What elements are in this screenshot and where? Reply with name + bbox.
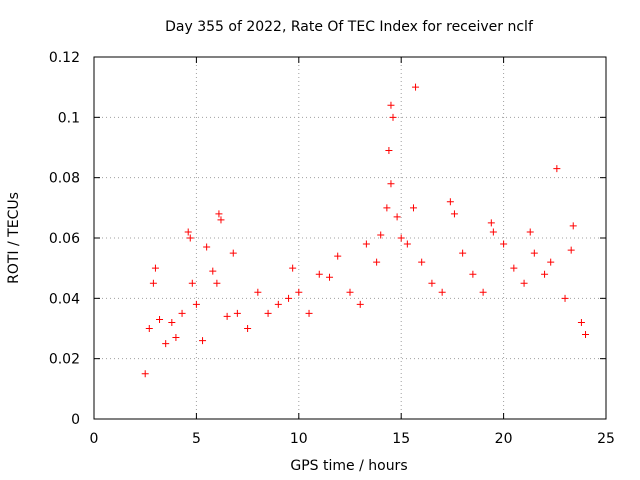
data-point — [577, 318, 585, 326]
y-tick-label: 0.12 — [49, 50, 80, 66]
data-point — [547, 258, 555, 266]
y-tick-labels: 0 0.02 0.04 0.06 0.08 0.1 0.12 — [49, 50, 80, 428]
data-point — [141, 370, 149, 378]
grid-lines — [94, 57, 606, 419]
x-tick-label: 0 — [90, 431, 99, 447]
data-point — [289, 264, 297, 272]
data-point — [274, 300, 282, 308]
data-point — [553, 165, 561, 173]
data-point — [215, 210, 223, 218]
data-point — [285, 294, 293, 302]
data-point — [346, 288, 354, 296]
data-point — [385, 147, 393, 155]
data-point — [209, 267, 217, 275]
data-point — [229, 249, 237, 257]
data-point — [172, 334, 180, 342]
data-point — [326, 273, 334, 281]
data-point — [520, 279, 528, 287]
data-point — [199, 337, 207, 345]
y-axis-label: ROTI / TECUs — [6, 192, 22, 284]
x-tick-label: 5 — [192, 431, 201, 447]
data-point — [409, 204, 417, 212]
data-point — [383, 204, 391, 212]
data-point — [223, 312, 231, 320]
data-point — [438, 288, 446, 296]
data-point — [446, 198, 454, 206]
data-point — [188, 279, 196, 287]
data-point — [469, 270, 477, 278]
x-tick-label: 10 — [290, 431, 308, 447]
x-tick-labels: 0 5 10 15 20 25 — [90, 431, 615, 447]
data-point — [569, 222, 577, 230]
data-point — [459, 249, 467, 257]
plot-frame — [93, 56, 607, 420]
data-point — [389, 113, 397, 121]
data-point — [377, 231, 385, 239]
plot-border — [93, 56, 607, 420]
data-point — [418, 258, 426, 266]
data-point — [403, 240, 411, 248]
data-point — [356, 300, 364, 308]
data-point — [387, 101, 395, 109]
data-point — [162, 340, 170, 348]
x-tick-label: 20 — [495, 431, 513, 447]
data-point — [184, 228, 192, 236]
data-point — [217, 216, 225, 224]
data-point — [450, 210, 458, 218]
data-point — [500, 240, 508, 248]
data-point — [487, 219, 495, 227]
data-point — [151, 264, 159, 272]
data-point — [213, 279, 221, 287]
data-point — [334, 252, 342, 260]
data-point — [541, 270, 549, 278]
data-point — [428, 279, 436, 287]
data-point — [561, 294, 569, 302]
data-point — [264, 309, 272, 317]
data-point — [145, 325, 153, 332]
data-point — [186, 234, 194, 242]
data-points — [141, 83, 590, 378]
data-point — [530, 249, 538, 257]
data-point — [510, 264, 518, 272]
data-point — [244, 325, 252, 332]
y-tick-label: 0.1 — [58, 110, 80, 126]
data-point — [373, 258, 381, 266]
y-tick-label: 0 — [71, 412, 80, 428]
data-point — [203, 243, 211, 251]
data-point — [156, 315, 164, 323]
x-axis-label: GPS time / hours — [290, 458, 407, 474]
y-tick-label: 0.08 — [49, 171, 80, 187]
data-point — [582, 331, 590, 339]
x-tick-label: 25 — [597, 431, 615, 447]
y-tick-label: 0.06 — [49, 231, 80, 247]
data-point — [412, 83, 420, 91]
data-point — [393, 213, 401, 221]
data-point — [397, 234, 405, 242]
data-point — [233, 309, 241, 317]
data-point — [489, 228, 497, 236]
data-point — [192, 300, 200, 308]
data-point — [295, 288, 303, 296]
x-tick-label: 15 — [392, 431, 410, 447]
chart-title: Day 355 of 2022, Rate Of TEC Index for r… — [165, 19, 534, 35]
data-point — [305, 309, 313, 317]
data-point — [315, 270, 323, 278]
data-point — [567, 246, 575, 254]
data-point — [254, 288, 262, 296]
data-point — [479, 288, 487, 296]
data-point — [178, 309, 186, 317]
data-point — [168, 318, 176, 326]
data-point — [149, 279, 157, 287]
y-tick-label: 0.04 — [49, 291, 80, 307]
data-point — [362, 240, 370, 248]
data-point — [526, 228, 534, 236]
data-point — [387, 180, 395, 188]
y-tick-label: 0.02 — [49, 352, 80, 368]
